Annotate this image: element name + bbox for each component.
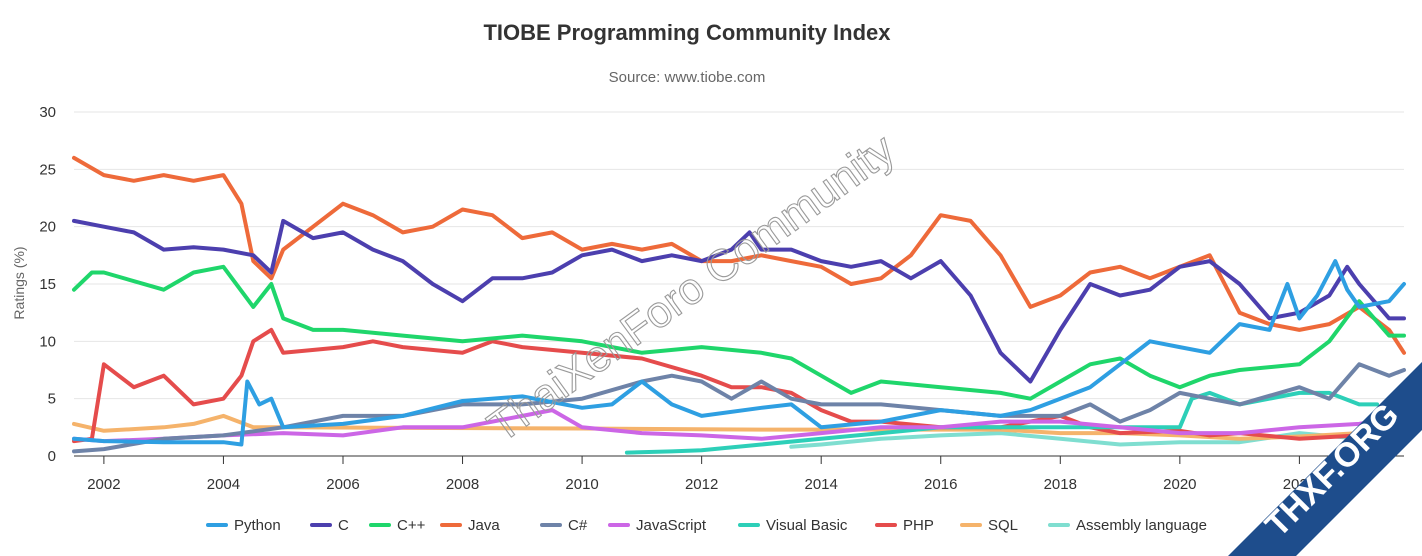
- legend-item[interactable]: PHP: [875, 517, 934, 534]
- series-line-javascript[interactable]: [72, 408, 1392, 444]
- legend-label: C: [338, 517, 349, 534]
- legend-item[interactable]: Java: [440, 517, 500, 534]
- legend-label: C#: [568, 517, 588, 534]
- y-tick-label: 30: [39, 104, 56, 121]
- series-line-c-[interactable]: [72, 264, 1406, 401]
- legend: Python C C++ Java C# JavaScript Visual Basic PH…: [206, 517, 1207, 534]
- chart-subtitle: Source: www.tiobe.com: [609, 69, 766, 86]
- legend-label: Assembly language: [1076, 517, 1207, 534]
- y-tick-label: 10: [39, 333, 56, 350]
- legend-item[interactable]: Assembly language: [1048, 517, 1207, 534]
- legend-item[interactable]: JavaScript: [608, 517, 707, 534]
- legend-label: Visual Basic: [766, 517, 848, 534]
- legend-label: C++: [397, 517, 426, 534]
- y-tick-label: 25: [39, 161, 56, 178]
- chart-title: TIOBE Programming Community Index: [483, 20, 891, 45]
- x-tick-label: 2018: [1044, 476, 1077, 493]
- legend-label: PHP: [903, 517, 934, 534]
- legend-item[interactable]: SQL: [960, 517, 1018, 534]
- legend-item[interactable]: C#: [540, 517, 588, 534]
- legend-item[interactable]: C++: [369, 517, 426, 534]
- x-tick-label: 2010: [565, 476, 598, 493]
- x-tick-label: 2006: [326, 476, 359, 493]
- y-tick-label: 15: [39, 276, 56, 293]
- badge-ribbon: [1228, 362, 1422, 556]
- badge-label: THXF.ORG: [1258, 396, 1406, 544]
- x-tick-label: 2004: [207, 476, 240, 493]
- legend-item[interactable]: C: [310, 517, 349, 534]
- x-axis-ticks: 2002 2004 2006 2008 2010 2012 2014 2016 2018 2020…: [87, 456, 1316, 493]
- legend-label: JavaScript: [636, 517, 707, 534]
- x-tick-label: 2020: [1163, 476, 1196, 493]
- legend-label: Java: [468, 517, 500, 534]
- series-line-c-[interactable]: [72, 362, 1406, 454]
- legend-label: Python: [234, 517, 281, 534]
- x-tick-label: 2016: [924, 476, 957, 493]
- legend-item[interactable]: Python: [206, 517, 281, 534]
- x-tick-label: 2008: [446, 476, 479, 493]
- y-tick-label: 0: [48, 448, 56, 465]
- legend-item[interactable]: Visual Basic: [738, 517, 848, 534]
- x-tick-label: 2014: [805, 476, 838, 493]
- series-line-python[interactable]: [72, 259, 1406, 447]
- series-lines: [72, 155, 1406, 455]
- series-line-c[interactable]: [72, 218, 1406, 384]
- y-axis-ticks: 0 5 10 15 20 25 30: [39, 104, 56, 465]
- x-tick-label: 2012: [685, 476, 718, 493]
- y-axis-title: Ratings (%): [11, 246, 27, 319]
- series-line-sql[interactable]: [72, 413, 1362, 441]
- y-tick-label: 20: [39, 219, 56, 236]
- y-tick-label: 5: [48, 391, 56, 408]
- series-line-visual-basic[interactable]: [624, 390, 1380, 455]
- x-tick-label: 2002: [87, 476, 120, 493]
- legend-label: SQL: [988, 517, 1018, 534]
